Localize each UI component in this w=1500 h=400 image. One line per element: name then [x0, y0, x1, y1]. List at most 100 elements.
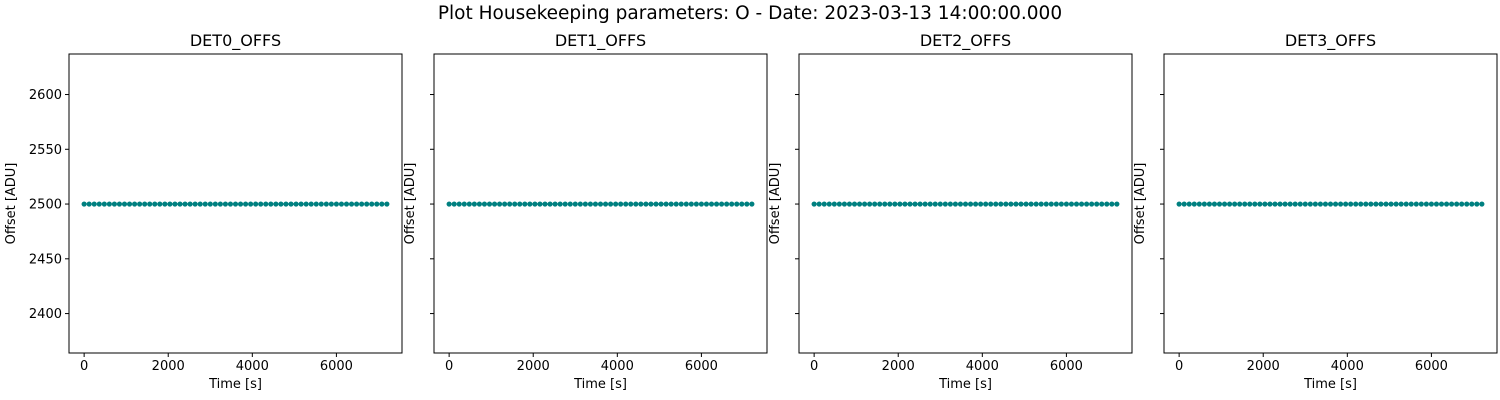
data-point	[698, 201, 705, 207]
data-point	[1332, 201, 1339, 207]
data-point	[708, 201, 715, 207]
data-point	[1267, 201, 1273, 207]
data-point	[739, 201, 745, 207]
data-point	[821, 201, 827, 207]
data-point	[1053, 201, 1059, 207]
data-point	[658, 201, 664, 207]
data-point	[1073, 201, 1080, 207]
data-point	[1226, 201, 1233, 207]
data-point	[562, 201, 568, 207]
data-point	[1474, 201, 1480, 207]
x-tick-label: 2000	[1247, 359, 1280, 374]
data-point	[867, 201, 873, 207]
data-series	[811, 201, 1120, 207]
data-point	[537, 201, 543, 207]
x-tick-label: 2000	[517, 359, 550, 374]
data-point	[643, 201, 649, 207]
data-point	[126, 201, 133, 207]
y-axis-label: Offset [ADU]	[4, 163, 19, 245]
data-point	[841, 201, 848, 207]
data-point	[831, 201, 837, 207]
data-point	[998, 201, 1004, 207]
data-point	[597, 201, 604, 207]
data-point	[983, 201, 989, 207]
data-point	[856, 201, 863, 207]
data-point	[1317, 201, 1324, 207]
data-point	[298, 201, 304, 207]
data-point	[892, 201, 898, 207]
x-tick-label: 0	[80, 359, 88, 374]
data-point	[481, 201, 488, 207]
data-point	[1109, 201, 1115, 207]
axes-frame	[1163, 53, 1498, 354]
data-point	[1358, 201, 1364, 207]
data-point	[648, 201, 654, 207]
subplot-0: DET0_OFFS 0 2000 4000 6000 2400 2450 2500 2550 26…	[4, 31, 403, 392]
data-point	[496, 201, 503, 207]
data-point	[1068, 201, 1075, 207]
data-point	[486, 201, 493, 207]
x-tick-label: 0	[810, 359, 818, 374]
data-point	[491, 201, 498, 207]
data-point	[86, 201, 92, 207]
data-point	[1211, 201, 1218, 207]
data-point	[713, 201, 720, 207]
data-point	[744, 201, 750, 207]
data-point	[288, 201, 294, 207]
data-series	[81, 201, 390, 207]
data-point	[703, 201, 710, 207]
data-point	[912, 201, 918, 207]
data-point	[263, 201, 269, 207]
data-point	[826, 201, 832, 207]
data-point	[1028, 201, 1034, 207]
x-tick-label: 6000	[320, 359, 353, 374]
data-point	[577, 201, 583, 207]
data-point	[1353, 201, 1359, 207]
data-point	[836, 201, 842, 207]
data-point	[253, 201, 259, 207]
data-point	[157, 201, 163, 207]
x-tick-label: 6000	[685, 359, 718, 374]
data-point	[1383, 201, 1389, 207]
data-point	[724, 201, 730, 207]
data-point	[902, 201, 908, 207]
subplot-title: DET0_OFFS	[190, 31, 281, 51]
data-point	[607, 201, 614, 207]
data-point	[532, 201, 538, 207]
data-point	[1216, 201, 1223, 207]
data-point	[1292, 201, 1298, 207]
data-point	[461, 201, 467, 207]
data-series	[446, 201, 755, 207]
data-point	[1423, 201, 1429, 207]
axes-frame	[433, 53, 768, 354]
data-series	[1176, 201, 1485, 207]
data-point	[512, 201, 518, 207]
data-point	[1186, 201, 1192, 207]
data-point	[187, 201, 193, 207]
data-point	[718, 201, 725, 207]
x-axis-label: Time [s]	[573, 377, 627, 392]
data-point	[542, 201, 548, 207]
x-tick-label: 4000	[601, 359, 634, 374]
data-point	[1003, 201, 1009, 207]
data-point	[638, 201, 644, 207]
data-point	[1206, 201, 1213, 207]
data-point	[137, 201, 143, 207]
data-point	[1373, 201, 1379, 207]
data-point	[116, 201, 123, 207]
data-point	[343, 201, 350, 207]
data-point	[957, 201, 964, 207]
data-point	[618, 201, 624, 207]
data-point	[258, 201, 264, 207]
data-point	[1282, 201, 1288, 207]
data-point	[212, 201, 218, 207]
axes-frame	[68, 53, 403, 354]
data-point	[147, 201, 153, 207]
data-point	[673, 201, 679, 207]
data-point	[1302, 201, 1308, 207]
data-point	[1448, 201, 1455, 207]
data-point	[882, 201, 888, 207]
x-tick-label: 0	[1175, 359, 1183, 374]
x-axis-label: Time [s]	[1303, 377, 1357, 392]
